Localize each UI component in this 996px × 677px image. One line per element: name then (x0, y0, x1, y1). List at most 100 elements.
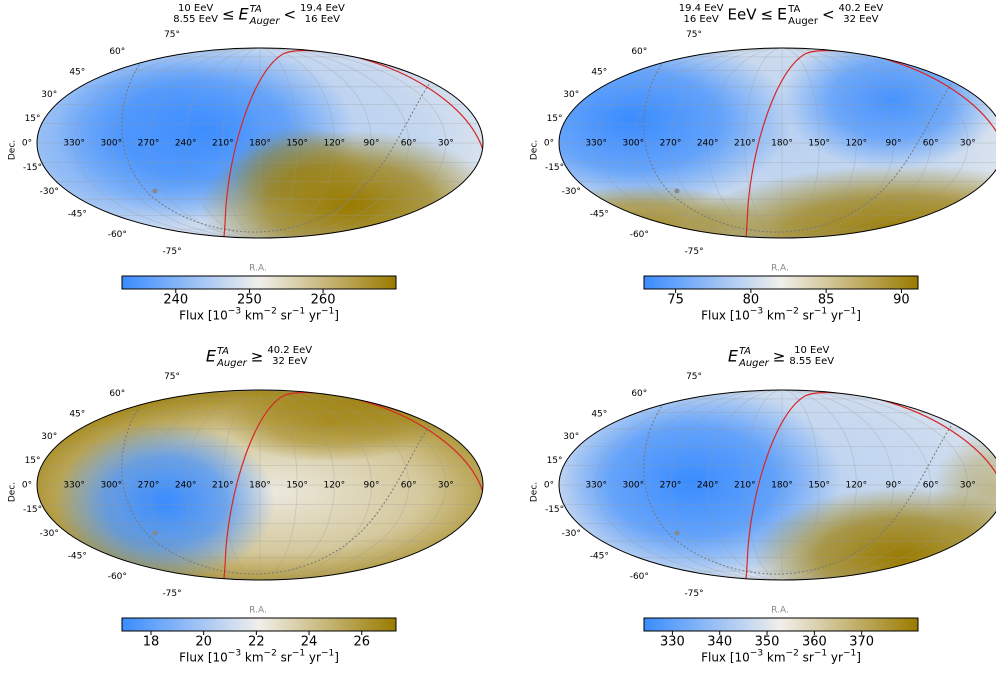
title-text: ≥ (251, 348, 264, 366)
grid-line (781, 390, 857, 580)
y-tick-label: 45° (591, 409, 607, 419)
panel: 330° 300° 270° 240° 210° 180° 150° 120° 90° 60° 30… (8, 3, 484, 323)
y-tick-label: 30° (563, 432, 579, 442)
x-tick-label: 180° (249, 139, 271, 149)
colorbar-tick-label: 22 (248, 635, 265, 650)
y-tick-label: 30° (563, 90, 579, 100)
colorbar-tick-label: 340 (707, 635, 732, 650)
grid-line (707, 48, 783, 238)
sky-map (559, 48, 996, 238)
y-tick-label: 0° (22, 481, 32, 491)
colorbar-label-superscript: −3 (750, 649, 763, 659)
x-tick-label: 240° (175, 139, 197, 149)
x-tick-label: 210° (212, 139, 234, 149)
colorbar-label-text: Flux [10 (179, 651, 228, 665)
x-tick-label: 270° (138, 481, 160, 491)
y-tick-label: 60° (631, 389, 647, 399)
x-tick-label: 180° (249, 481, 271, 491)
red-curve (804, 49, 996, 151)
grid-line (185, 390, 261, 580)
colorbar (121, 275, 397, 290)
x-tick-label: 270° (138, 139, 160, 149)
x-tick-label: 30° (438, 139, 454, 149)
title-fraction-bottom: 32 EeV (272, 356, 307, 367)
grid-line (781, 48, 894, 238)
y-tick-label: -45° (68, 552, 87, 562)
x-tick-label: 120° (845, 139, 867, 149)
grid-line (259, 390, 410, 580)
y-tick-label: 15° (547, 114, 563, 124)
colorbar-label: Flux [10 −3 km −2 sr −1 yr −1] (179, 649, 339, 665)
x-tick-label: 330° (63, 481, 85, 491)
x-tick-label: 240° (697, 481, 719, 491)
y-axis-label: Dec. (8, 482, 18, 502)
x-tick-label: 30° (438, 481, 454, 491)
title-fraction-top: 40.2 EeV (839, 3, 884, 14)
dashed-curve (643, 390, 963, 575)
x-tick-label: 120° (323, 139, 345, 149)
panel: 330° 300° 270° 240° 210° 180° 150° 120° 90° 60° 30… (530, 345, 996, 665)
grid-line (781, 48, 820, 238)
x-axis-label: R.A. (771, 264, 789, 274)
x-tick-label: 90° (886, 139, 902, 149)
title-symbol: E (206, 347, 217, 366)
y-tick-label: 60° (109, 389, 125, 399)
y-tick-label: 45° (591, 67, 607, 77)
y-tick-label: 60° (631, 47, 647, 57)
y-tick-label: 60° (109, 47, 125, 57)
source-marker (152, 530, 158, 536)
colorbar-label-text: yr (305, 309, 321, 323)
title-text: ≤ (760, 6, 773, 24)
grid-line (259, 48, 410, 238)
x-tick-label: 300° (622, 139, 644, 149)
grid-line (632, 390, 783, 580)
x-axis-label: R.A. (249, 606, 267, 616)
colorbar (643, 275, 919, 290)
colorbar-tick-label: 80 (743, 293, 760, 308)
x-tick-label: 30° (960, 481, 976, 491)
panel: 330° 300° 270° 240° 210° 180° 150° 120° 90° 60° 30… (8, 345, 484, 665)
y-tick-label: -30° (562, 529, 581, 539)
y-tick-label: 0° (544, 481, 554, 491)
grid-line (148, 48, 261, 238)
map-border (558, 389, 996, 581)
x-tick-label: 240° (697, 139, 719, 149)
grid-line (707, 390, 783, 580)
x-tick-label: 300° (100, 139, 122, 149)
y-tick-label: 15° (25, 114, 41, 124)
x-tick-label: 270° (660, 139, 682, 149)
x-tick-label: 60° (923, 481, 939, 491)
colorbar (121, 617, 397, 632)
x-tick-label: 150° (286, 139, 308, 149)
grid-line (595, 390, 783, 580)
x-tick-label: 60° (923, 139, 939, 149)
grid-line (222, 48, 261, 238)
y-tick-label: 45° (69, 409, 85, 419)
title-fraction-bottom: 8.55 EeV (173, 14, 218, 25)
grid-line (259, 390, 372, 580)
grid-line (259, 48, 372, 238)
y-tick-label: 75° (686, 372, 702, 382)
red-curve (282, 49, 483, 151)
y-tick-label: -15° (23, 505, 42, 515)
colorbar-label-superscript: −2 (264, 307, 277, 317)
grid-line (595, 48, 783, 238)
colorbar-tick-label: 250 (237, 293, 262, 308)
grid-line (259, 48, 335, 238)
x-tick-label: 330° (63, 139, 85, 149)
title-fraction-top: 19.4 EeV (300, 3, 345, 14)
map-border (558, 47, 996, 239)
grid-line (781, 390, 969, 580)
y-axis-label: Dec. (8, 140, 18, 160)
red-curve (282, 391, 483, 493)
y-tick-label: -75° (162, 589, 181, 599)
x-tick-label: 180° (771, 139, 793, 149)
y-tick-label: -60° (108, 572, 127, 582)
x-axis-label: R.A. (771, 606, 789, 616)
colorbar-tick-label: 26 (353, 635, 370, 650)
flux-region (559, 185, 772, 238)
colorbar-label-superscript: −2 (264, 649, 277, 659)
colorbar-label-text: yr (305, 651, 321, 665)
colorbar-tick-label: 90 (893, 293, 910, 308)
source-marker (152, 188, 158, 194)
